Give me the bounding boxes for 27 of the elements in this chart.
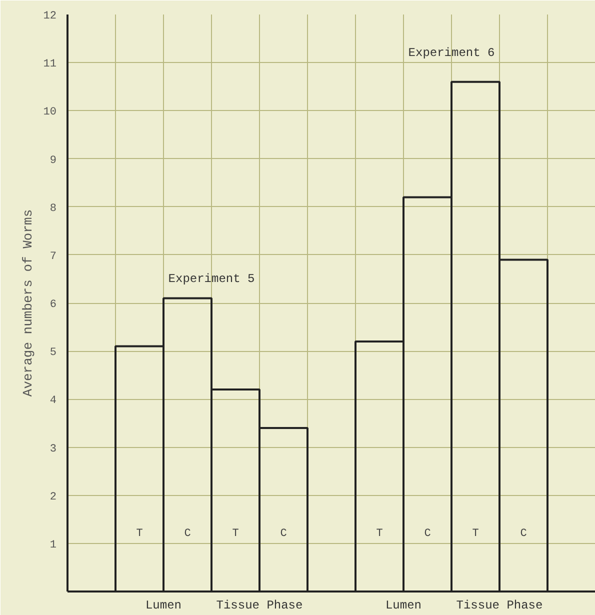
y-tick-label: 12 xyxy=(43,10,56,22)
y-tick-label: 4 xyxy=(50,395,57,408)
annotation: Experiment 5 xyxy=(168,272,255,286)
x-tick-label: T xyxy=(136,528,144,540)
annotation: Experiment 6 xyxy=(408,46,495,60)
text: Tissue Phase xyxy=(216,598,303,612)
x-tick-label: T xyxy=(232,528,240,540)
y-tick-label: 1 xyxy=(50,539,57,552)
y-tick-label: 3 xyxy=(50,443,57,456)
x-tick-label: C xyxy=(520,528,528,540)
text: Lumen xyxy=(385,598,422,612)
x-tick-label: T xyxy=(376,528,384,540)
x-tick-label: C xyxy=(280,528,288,540)
y-tick-label: 8 xyxy=(50,202,57,215)
y-tick-label: 6 xyxy=(50,299,57,311)
y-tick-label: 11 xyxy=(43,58,57,71)
y-tick-label: 10 xyxy=(43,106,56,119)
text: Tissue Phase xyxy=(456,598,543,612)
y-tick-label: 9 xyxy=(50,154,57,167)
x-tick-label: C xyxy=(184,528,192,540)
x-tick-label: T xyxy=(472,528,480,540)
y-tick-label: 5 xyxy=(50,347,57,360)
y-tick-label: 7 xyxy=(50,250,57,263)
y-axis-title: Average numbers of Worms xyxy=(20,209,36,397)
y-tick-label: 2 xyxy=(50,491,57,504)
x-tick-label: C xyxy=(424,528,432,540)
text: Lumen xyxy=(145,598,182,612)
